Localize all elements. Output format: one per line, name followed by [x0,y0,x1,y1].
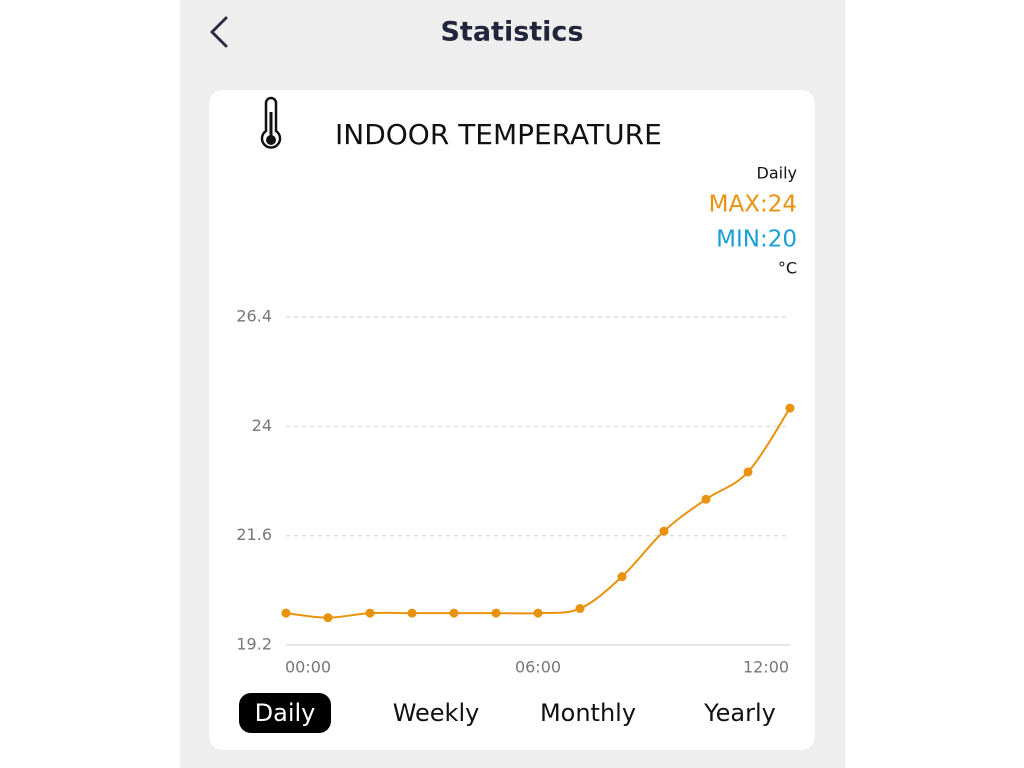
tab[interactable]: Monthly [540,699,636,727]
tab[interactable]: Daily [255,699,316,727]
point [659,526,669,536]
thermometer-icon [260,96,282,149]
point [407,608,417,618]
tab[interactable]: Weekly [393,699,480,727]
tab[interactable]: Yearly [703,699,776,727]
y-tick-label: 19.2 [236,635,272,654]
min-label: MIN:20 [716,227,797,253]
tab-selected-background [239,693,331,733]
point [701,494,711,504]
page-title: Statistics [440,17,583,48]
y-tick-label: 21.6 [236,525,272,544]
point [281,608,291,618]
x-tick-label: 06:00 [515,658,561,677]
point [365,608,375,618]
point [575,604,585,614]
point [743,467,753,477]
point [617,572,627,582]
point [533,608,543,618]
y-tick-label: 26.4 [236,307,272,326]
y-tick-label: 24 [252,416,272,435]
point [491,608,501,618]
point [323,613,333,623]
unit-label: °C [778,259,797,278]
period-label: Daily [757,164,797,183]
max-label: MAX:24 [709,192,797,218]
card-title: INDOOR TEMPERATURE [335,118,662,151]
point [785,403,795,413]
back-button[interactable] [210,16,228,48]
point [449,608,459,618]
x-tick-label: 12:00 [743,658,789,677]
x-tick-label: 00:00 [285,658,331,677]
card [209,90,815,750]
